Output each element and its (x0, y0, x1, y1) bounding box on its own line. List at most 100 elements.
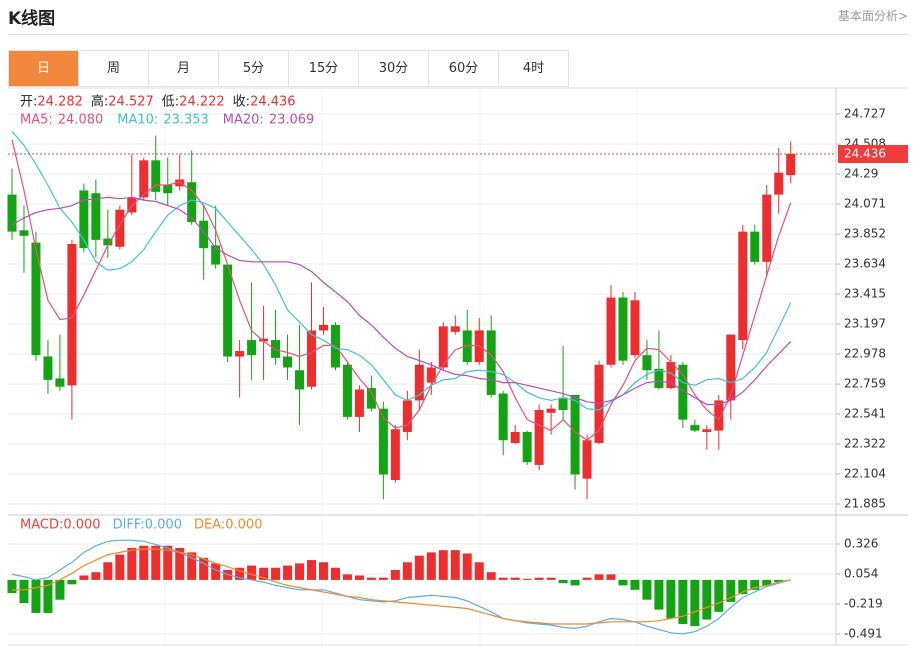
period-tab[interactable]: 60分 (429, 51, 499, 86)
macd-bar (259, 567, 269, 580)
y-tick-label: 0.054 (844, 566, 878, 580)
legend-value: 24.080 (58, 113, 104, 128)
period-tab[interactable]: 4时 (499, 51, 569, 86)
candle-body (103, 238, 113, 246)
macd-bar (211, 563, 221, 580)
candle-body (642, 355, 652, 371)
macd-bar (438, 550, 448, 580)
candle-body (283, 356, 293, 368)
candle-body (55, 378, 65, 387)
period-tab[interactable]: 月 (149, 51, 219, 86)
macd-bar (618, 579, 628, 586)
candle-body (91, 193, 101, 240)
macd-line (11, 539, 791, 635)
candle-body (235, 351, 245, 357)
macd-line (12, 548, 791, 625)
candle-body (187, 182, 197, 223)
macd-bar (630, 579, 640, 590)
period-tab[interactable]: 周 (79, 51, 149, 86)
macd-bar (606, 574, 616, 580)
macd-bar (19, 579, 29, 604)
legend-value: 0.000 (63, 518, 100, 533)
candle-body (630, 300, 640, 356)
macd-bar (714, 579, 724, 612)
candle-body (786, 153, 796, 176)
candle-body (522, 431, 532, 463)
macd-bar (666, 579, 676, 619)
macd-bar (115, 554, 125, 580)
ma-line (11, 131, 792, 411)
candle-body (762, 194, 772, 262)
candle-body (199, 220, 209, 249)
candle-body (366, 388, 376, 409)
legend-value: 0.000 (145, 518, 182, 533)
y-tick-label: -0.491 (844, 626, 883, 640)
macd-bar (462, 553, 472, 580)
candle-body (354, 389, 364, 417)
legend-name: DEA: (194, 518, 225, 533)
period-tab[interactable]: 15分 (289, 51, 359, 86)
candle-body (546, 408, 556, 413)
macd-bar (342, 574, 352, 580)
macd-bar (163, 545, 173, 580)
macd-bar (498, 577, 508, 580)
macd-bar (702, 579, 712, 620)
legend-name: MA20: (223, 113, 264, 128)
candle-body (618, 297, 628, 361)
candle-body (139, 160, 149, 198)
macd-bar (295, 563, 305, 580)
period-tab[interactable]: 5分 (219, 51, 289, 86)
ohlc-label: 收: (233, 95, 250, 110)
y-tick-label: 22.104 (844, 466, 886, 480)
macd-bar (390, 569, 400, 580)
macd-bar (522, 578, 532, 580)
y-tick-label: 23.852 (844, 227, 886, 241)
candle-body (774, 172, 784, 195)
fundamentals-link[interactable]: 基本面分析> (837, 9, 908, 23)
macd-bar (366, 577, 376, 580)
page-title: K线图 (8, 9, 56, 29)
macd-bar (570, 579, 580, 586)
period-tab[interactable]: 30分 (359, 51, 429, 86)
macd-bar (426, 552, 436, 580)
legend-name: MA5: (20, 113, 53, 128)
macd-bar (774, 579, 784, 583)
candle-body (7, 194, 17, 232)
macd-bar (271, 567, 281, 580)
y-tick-label: -0.219 (844, 597, 883, 611)
macd-bar (762, 579, 772, 586)
macd-bar (738, 579, 748, 595)
ohlc-value: 24.222 (179, 95, 225, 110)
candle-body (115, 209, 125, 247)
candle-body (498, 393, 508, 441)
y-tick-label: 23.634 (844, 257, 886, 271)
period-tab[interactable]: 日 (9, 51, 79, 86)
candle-body (318, 324, 328, 331)
legend-value: 0.000 (225, 518, 262, 533)
macd-bar (7, 579, 17, 594)
candle-body (259, 338, 269, 342)
macd-bar (187, 552, 197, 580)
candle-body (750, 231, 760, 262)
candle-body (462, 330, 472, 363)
candle-body (402, 400, 412, 432)
macd-bar (55, 579, 65, 600)
macd-bar (354, 575, 364, 580)
macd-bar (330, 567, 340, 580)
candle-body (510, 431, 520, 443)
macd-bar (642, 579, 652, 600)
y-tick-label: 22.978 (844, 347, 886, 361)
macd-bar (414, 555, 424, 580)
candle-body (211, 245, 221, 265)
macd-bar (103, 562, 113, 580)
ohlc-label: 开: (20, 95, 37, 110)
legend-value: 23.353 (163, 113, 209, 128)
last-price-box (838, 144, 908, 163)
candle-body (558, 397, 568, 411)
candle-body (738, 231, 748, 341)
candle-body (342, 364, 352, 417)
y-tick-label: 23.415 (844, 287, 886, 301)
macd-bar (654, 579, 664, 610)
candle-body (678, 364, 688, 420)
